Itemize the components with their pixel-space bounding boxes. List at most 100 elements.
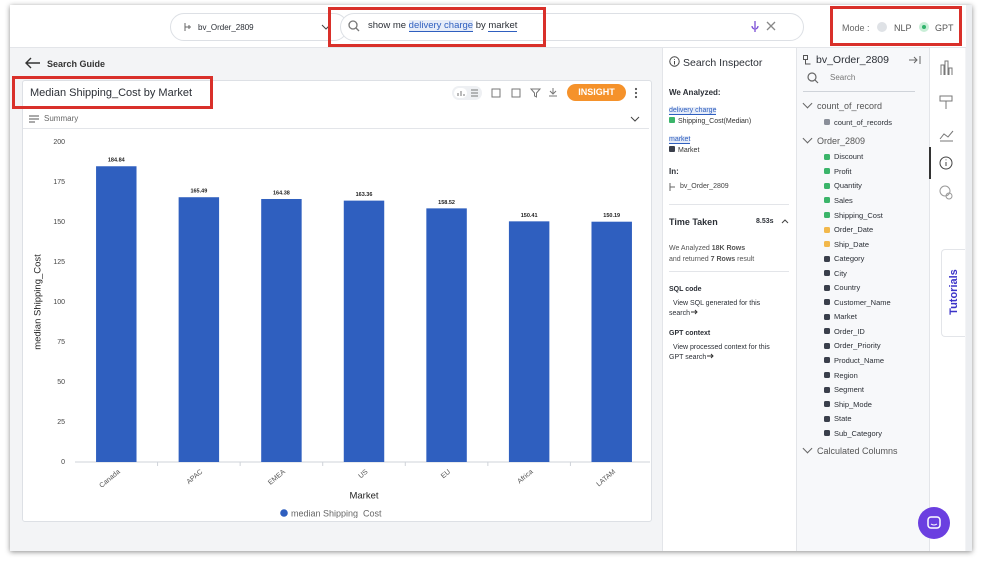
- type-icon: [824, 299, 830, 306]
- y-tick-label: 125: [53, 259, 65, 266]
- search-actions[interactable]: [749, 19, 789, 33]
- highlight-box: [830, 6, 962, 46]
- collapse-icon[interactable]: [908, 56, 922, 64]
- column-item[interactable]: Customer_Name: [802, 295, 924, 310]
- column-item[interactable]: Discount: [802, 150, 924, 165]
- column-item[interactable]: City: [802, 266, 924, 281]
- type-icon: [824, 313, 830, 320]
- type-icon: [824, 241, 830, 248]
- column-item[interactable]: Ship_Date: [802, 237, 924, 252]
- sql-link[interactable]: View SQL generated for this search: [669, 299, 781, 319]
- column-item[interactable]: Profit: [802, 164, 924, 179]
- column-name: Order_ID: [834, 326, 865, 336]
- chevron: [802, 100, 813, 109]
- chat-button[interactable]: [918, 507, 950, 539]
- type-icon: [824, 182, 830, 189]
- column-item[interactable]: Order_ID: [802, 324, 924, 339]
- insight-button[interactable]: INSIGHT: [567, 84, 626, 101]
- search-icon: [807, 72, 819, 84]
- columns-panel: [796, 48, 929, 551]
- y-tick-label: 175: [53, 179, 65, 186]
- type-icon: [824, 386, 830, 393]
- text: 18K Rows: [711, 245, 746, 252]
- bar: [96, 166, 137, 463]
- data-label: 150.41: [521, 213, 538, 219]
- gpt-link[interactable]: View processed context for this GPT sear…: [669, 343, 781, 363]
- highlight-box: [12, 76, 213, 109]
- dataset-icon: [184, 23, 191, 31]
- link-arrow: [691, 309, 698, 315]
- y-axis-label: median Shipping_Cost: [33, 254, 44, 350]
- type-icon: [669, 146, 675, 152]
- chevron[interactable]: [781, 218, 789, 224]
- inspector-panel: [662, 48, 796, 551]
- time-value: 8.53s: [756, 218, 774, 225]
- divider: [669, 271, 789, 272]
- dataset-dropdown[interactable]: bv_Order_2809: [170, 13, 348, 41]
- bar: [343, 200, 385, 462]
- column-name: Sub_Category: [834, 428, 882, 438]
- type-icon: [824, 342, 830, 349]
- bar: [591, 221, 632, 462]
- column-item[interactable]: Order_Priority: [802, 339, 924, 354]
- scrollbar: [966, 5, 972, 551]
- tutorials-tab[interactable]: Tutorials: [941, 249, 965, 337]
- y-tick-label: 75: [57, 339, 65, 346]
- column-name: Sales: [834, 195, 853, 205]
- back-link[interactable]: Search Guide: [47, 59, 106, 69]
- column-item[interactable]: Sales: [802, 193, 924, 208]
- column-name: Region: [834, 370, 858, 380]
- column-name: Discount: [834, 152, 864, 162]
- back-arrow[interactable]: [25, 57, 41, 69]
- summary-icon: [29, 115, 39, 123]
- column-item[interactable]: Segment: [802, 382, 924, 397]
- column-item[interactable]: Region: [802, 368, 924, 383]
- analyzed-label: We Analyzed:: [669, 88, 721, 97]
- chart-toolbar[interactable]: [452, 86, 577, 100]
- highlight-box: [328, 7, 546, 47]
- column-item[interactable]: Shipping_Cost: [802, 208, 924, 223]
- x-axis-label: Market: [349, 491, 378, 502]
- query-term: delivery charge: [408, 20, 474, 32]
- search-placeholder[interactable]: Search: [830, 73, 856, 82]
- type-icon: [824, 415, 830, 422]
- time-label: Time Taken: [669, 217, 718, 227]
- divider: [669, 204, 789, 205]
- legend-swatch: [280, 509, 288, 517]
- rail-icons[interactable]: [929, 53, 964, 208]
- data-label: 150.19: [603, 213, 620, 219]
- mode-gpt: GPT: [935, 23, 954, 33]
- column-item[interactable]: Product_Name: [802, 353, 924, 368]
- column-item[interactable]: Order_Date: [802, 222, 924, 237]
- column-item[interactable]: State: [802, 411, 924, 426]
- query-part: show me: [368, 20, 409, 31]
- bar: [508, 221, 550, 462]
- y-tick-label: 100: [53, 299, 65, 306]
- column-item[interactable]: Sub_Category: [802, 426, 924, 441]
- chevron: [630, 116, 640, 122]
- type-icon: [824, 430, 830, 437]
- type-icon: [824, 357, 830, 364]
- column-item[interactable]: Ship_Mode: [802, 397, 924, 412]
- mode-label: Mode :: [842, 23, 870, 33]
- x-tick-label: Africa: [516, 469, 534, 486]
- more-menu[interactable]: [633, 86, 639, 100]
- query-text: show me delivery charge by market: [368, 20, 518, 32]
- column-name: Ship_Date: [834, 239, 870, 249]
- column-name: Quantity: [834, 181, 862, 191]
- tutorials-label: Tutorials: [948, 269, 960, 315]
- data-label: 164.38: [273, 190, 290, 196]
- column-item[interactable]: Market: [802, 310, 924, 325]
- column-item[interactable]: Country: [802, 280, 924, 295]
- column-item[interactable]: Category: [802, 251, 924, 266]
- column-name: Order_Priority: [834, 341, 881, 351]
- radio-gpt[interactable]: [919, 22, 929, 32]
- in-label: In:: [669, 167, 679, 176]
- x-tick-label: APAC: [186, 469, 205, 486]
- summary-bar[interactable]: Summary: [23, 110, 649, 129]
- radio-nlp[interactable]: [877, 22, 887, 32]
- column-item[interactable]: count_of_records: [802, 115, 924, 130]
- in-value: bv_Order_2809: [680, 183, 729, 190]
- column-item[interactable]: Quantity: [802, 179, 924, 194]
- y-tick-label: 200: [53, 139, 65, 146]
